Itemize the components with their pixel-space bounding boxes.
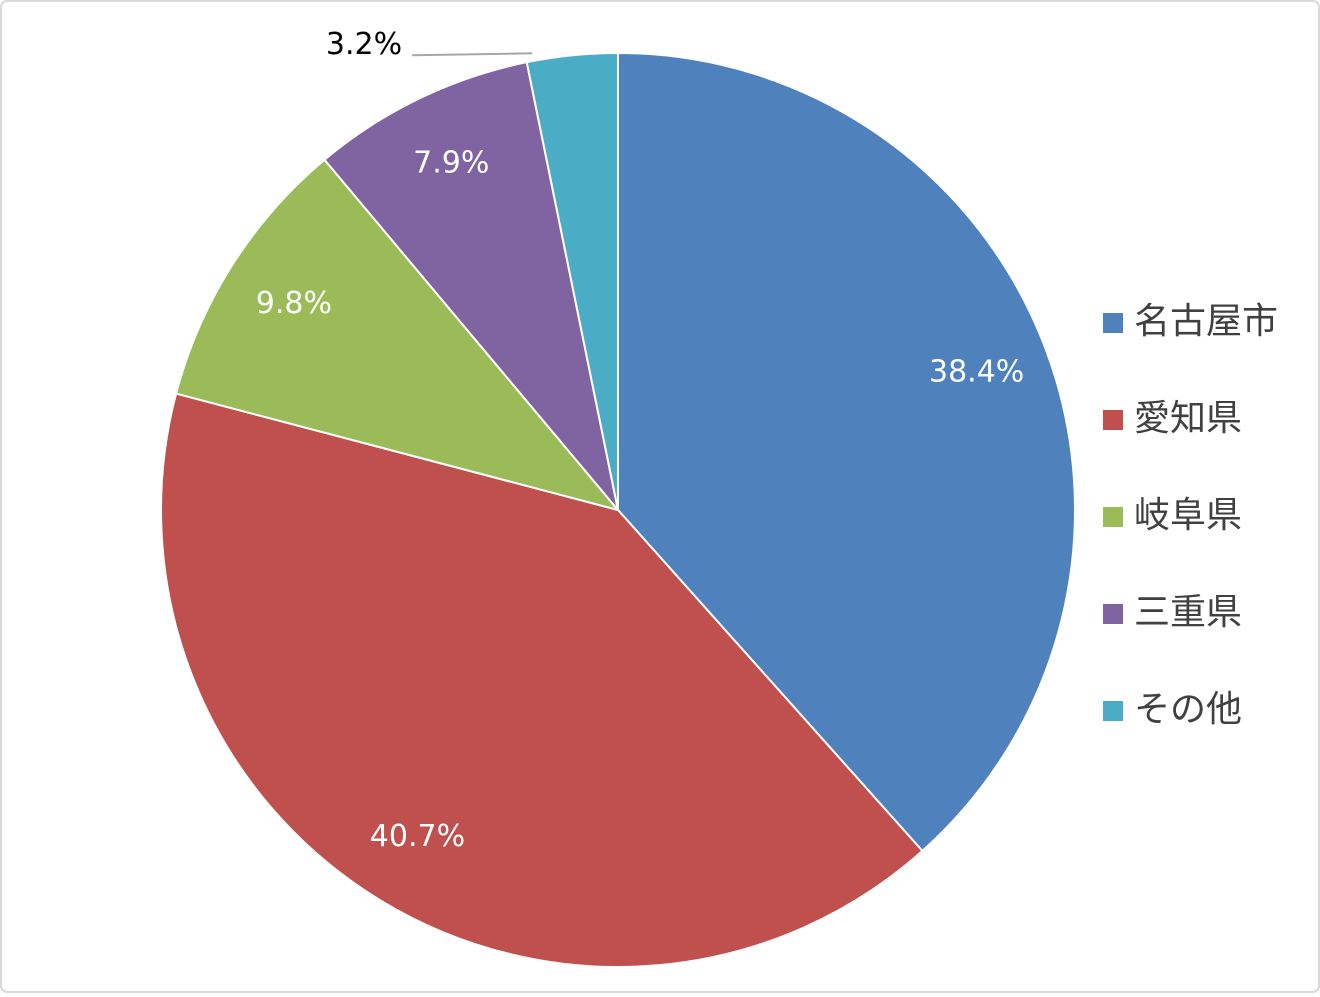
data-label: 7.9%	[413, 146, 489, 181]
data-label: 40.7%	[370, 819, 465, 854]
legend-label: 名古屋市	[1134, 301, 1278, 342]
legend-swatch	[1103, 507, 1123, 527]
data-label: 9.8%	[256, 286, 332, 321]
data-label: 38.4%	[929, 355, 1024, 390]
legend-label: 三重県	[1134, 592, 1242, 633]
pie-slice	[160, 392, 924, 968]
pie-slice	[617, 51, 1076, 853]
legend-swatch	[1103, 604, 1123, 624]
pie-slice	[525, 51, 619, 511]
pie-slice	[323, 61, 619, 511]
legend-swatch	[1103, 313, 1123, 333]
legend-label: 愛知県	[1134, 398, 1242, 439]
data-label: 3.2%	[326, 27, 402, 62]
legend-label: その他	[1134, 689, 1242, 730]
pie-slice	[174, 158, 621, 512]
legend-swatch	[1103, 410, 1123, 430]
legend-label: 岐阜県	[1134, 495, 1242, 536]
legend-swatch	[1103, 701, 1123, 721]
leader-line	[412, 52, 533, 57]
